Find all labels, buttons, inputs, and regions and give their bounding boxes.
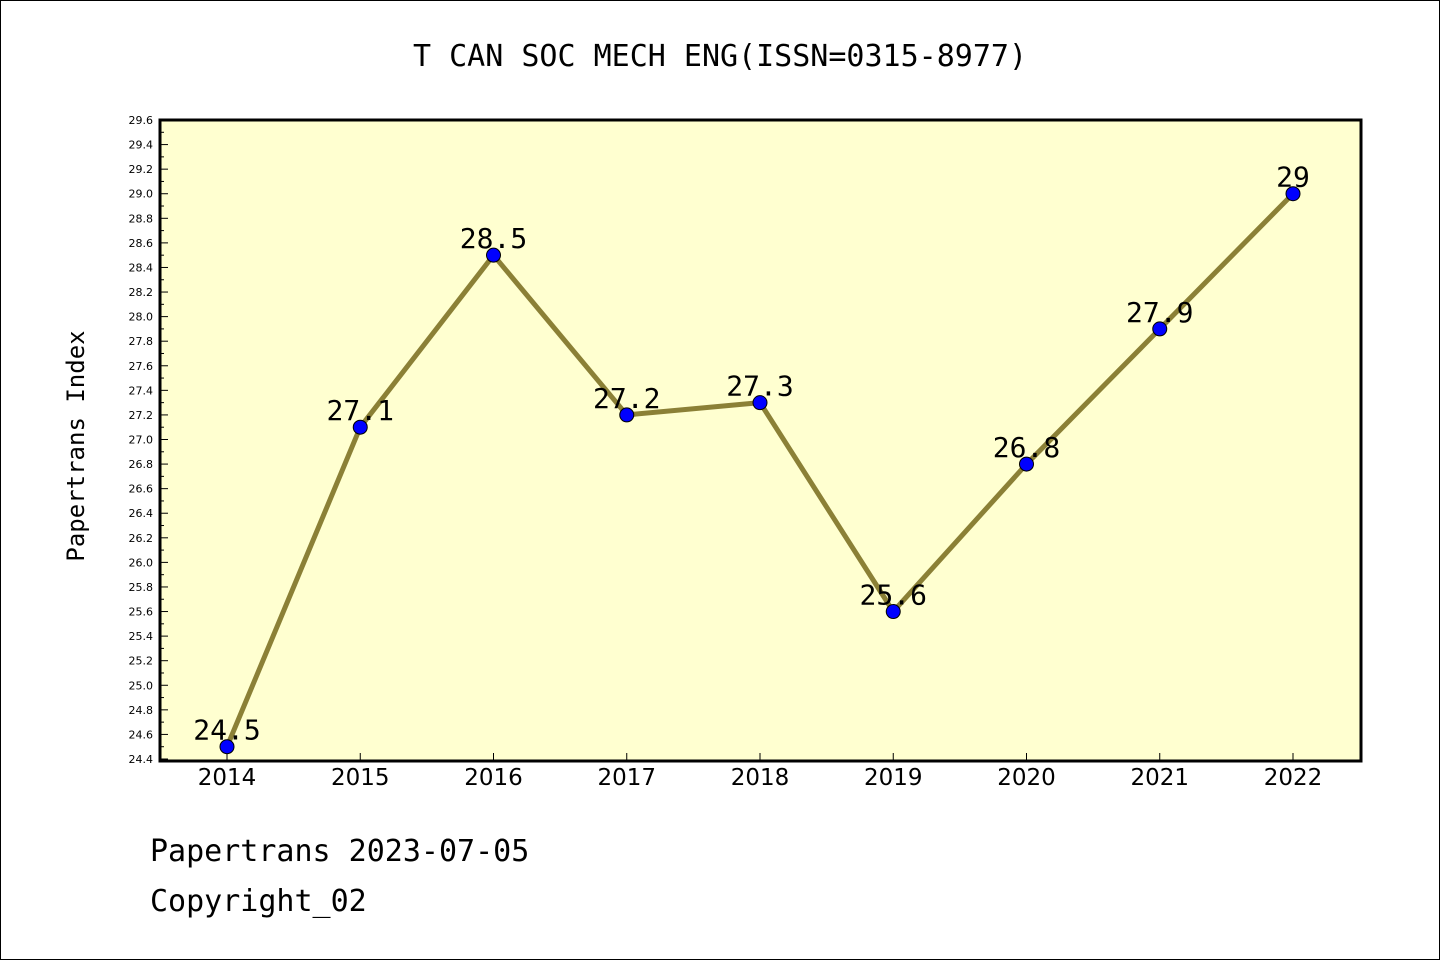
data-point	[1019, 456, 1034, 472]
x-tick-label: 2015	[331, 765, 390, 791]
x-tick-label: 2014	[198, 765, 257, 791]
data-point	[1285, 186, 1301, 202]
data-point	[486, 247, 501, 263]
y-tick-label: 28.0	[129, 311, 154, 324]
y-tick-label: 27.0	[129, 434, 154, 447]
y-tick-label: 27.6	[129, 360, 154, 373]
y-tick-label: 28.6	[129, 237, 154, 250]
data-label: 25.6	[860, 579, 927, 612]
x-tick-label: 2022	[1264, 765, 1323, 791]
y-tick-label: 29.4	[129, 139, 154, 152]
y-tick-label: 24.8	[129, 704, 154, 717]
y-tick-label: 27.2	[129, 409, 154, 422]
y-axis: 24.4 24.6 24.8 25.0 25.2 25.4 25.6 25.8 26.0 26.2…	[129, 114, 168, 766]
data-label: 28.5	[460, 222, 527, 255]
y-tick-label: 28.4	[129, 261, 154, 274]
x-tick-label: 2019	[864, 765, 923, 791]
y-tick-label: 27.8	[129, 335, 154, 348]
footer-copyright: Copyright_02	[150, 884, 367, 919]
y-tick-label: 26.4	[129, 507, 154, 520]
data-label: 27.1	[327, 394, 394, 427]
y-tick-label: 26.6	[129, 483, 154, 496]
x-tick-label: 2016	[464, 765, 523, 791]
data-label: 27.2	[593, 382, 660, 415]
y-tick-label: 25.0	[129, 679, 154, 692]
data-point	[352, 419, 368, 435]
y-tick-label: 25.4	[129, 630, 154, 643]
x-tick-label: 2017	[597, 765, 656, 791]
footer-date: Papertrans 2023-07-05	[150, 834, 530, 869]
y-axis-label: Papertrans Index	[62, 330, 90, 561]
y-tick-label: 26.8	[129, 458, 154, 471]
y-tick-label: 28.2	[129, 286, 154, 299]
y-tick-label: 29.6	[129, 114, 154, 127]
y-tick-label: 26.0	[129, 556, 154, 569]
x-tick-label: 2018	[731, 765, 790, 791]
y-tick-label: 24.4	[129, 753, 154, 766]
data-point	[619, 407, 635, 423]
data-point	[1152, 321, 1168, 337]
x-axis: 2014 2015 2016 2017 2018 2019 2020 2021 2022	[198, 753, 1323, 791]
y-tick-label: 24.6	[129, 728, 154, 741]
chart-title: T CAN SOC MECH ENG(ISSN=0315-8977)	[413, 39, 1027, 74]
x-tick-label: 2021	[1130, 765, 1189, 791]
data-point	[885, 604, 901, 620]
data-label: 27.9	[1126, 296, 1193, 329]
data-label: 24.5	[193, 714, 260, 747]
data-point	[752, 395, 768, 411]
data-label: 27.3	[726, 370, 793, 403]
x-tick-label: 2020	[997, 765, 1056, 791]
y-tick-label: 25.8	[129, 581, 154, 594]
y-tick-label: 25.2	[129, 655, 154, 668]
y-tick-label: 25.6	[129, 606, 154, 619]
y-tick-label: 26.2	[129, 532, 154, 545]
y-tick-label: 27.4	[129, 384, 154, 397]
series-group	[219, 186, 1301, 755]
y-tick-label: 28.8	[129, 212, 154, 225]
data-point	[219, 739, 235, 755]
plot-area	[158, 118, 1363, 763]
y-tick-label: 29.2	[129, 163, 154, 176]
y-tick-label: 29.0	[129, 188, 154, 201]
data-label: 29	[1276, 161, 1310, 194]
data-label: 26.8	[993, 431, 1060, 464]
data-labels: 24.5 27.1 28.5 27.2 27.3 25.6 26.8 27.9 29	[193, 161, 1310, 747]
